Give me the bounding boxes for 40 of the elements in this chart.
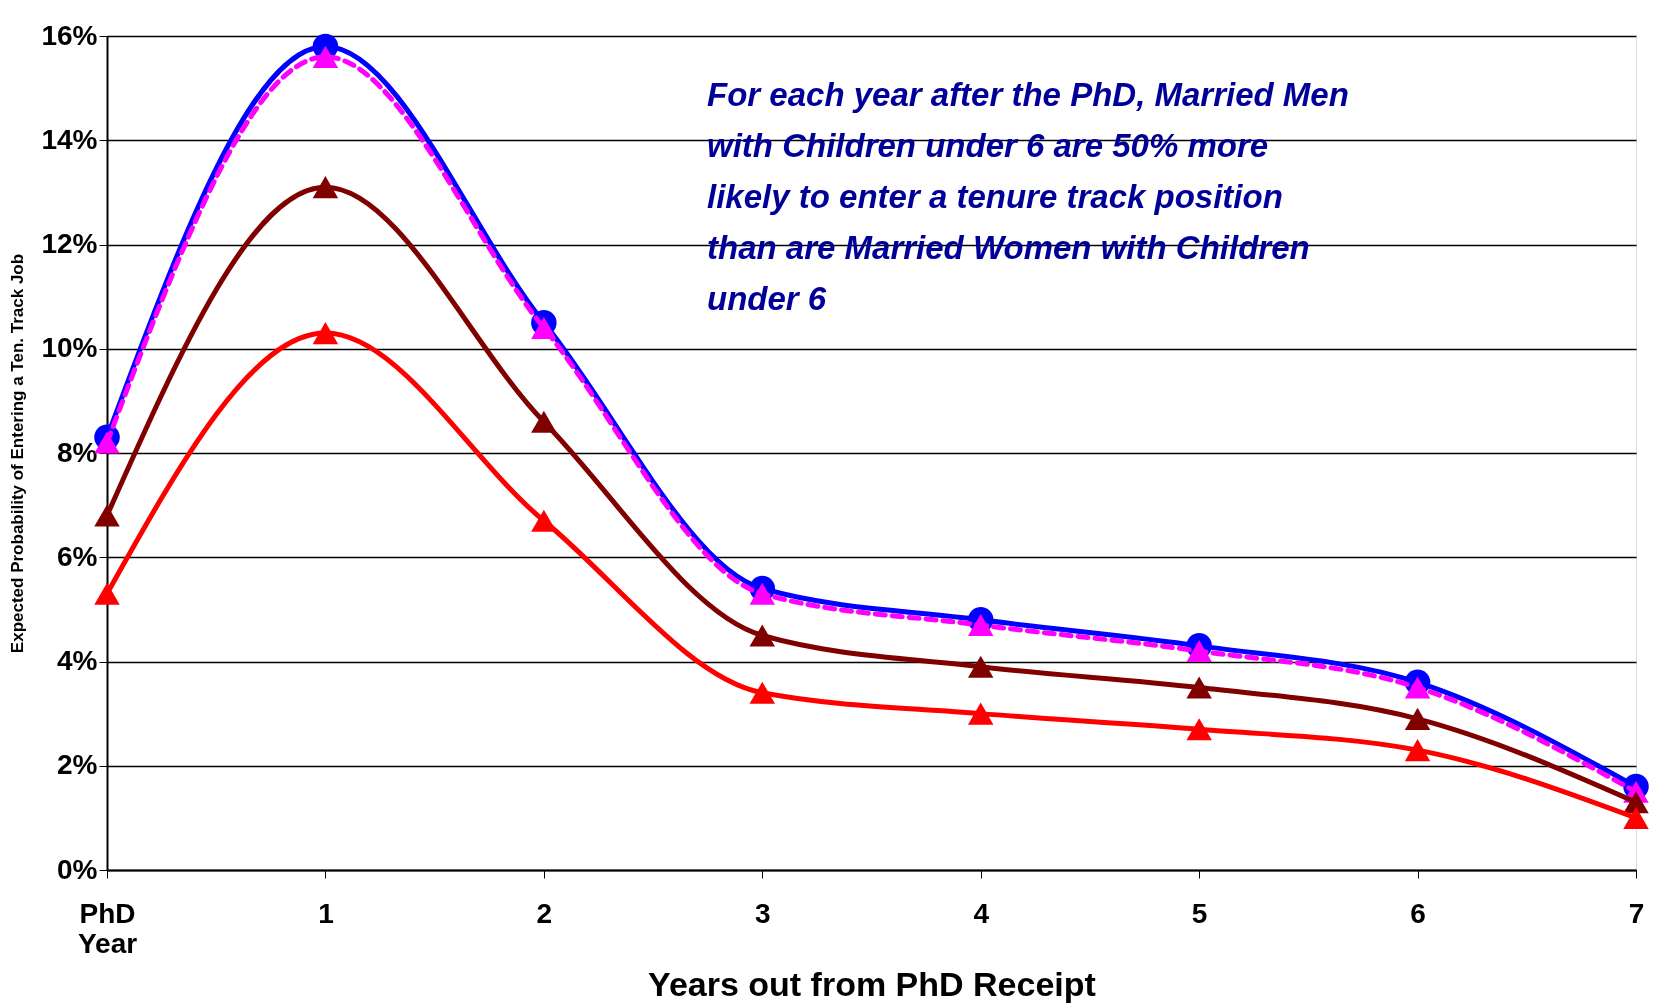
y-tick-label: 0% [57,853,98,885]
y-tick-label: 4% [57,645,98,676]
x-axis-title: Years out from PhD Receipt [648,964,1096,1003]
x-tick-label: PhD Year [77,897,138,959]
point [967,702,994,725]
point [531,509,557,532]
point [1186,718,1212,741]
x-tick-label: 7 [1628,897,1645,929]
y-tick-label: 10% [41,332,98,364]
point [531,410,557,433]
point [1186,640,1212,663]
point [1623,806,1649,829]
y-tick-label: 6% [57,540,98,572]
point [1186,676,1212,699]
x-tick-label: 2 [536,897,553,929]
point [312,45,339,68]
y-tick-label: 8% [57,436,98,468]
point [749,681,776,704]
x-tick-label: 5 [1191,897,1208,929]
point [312,176,339,199]
point [94,504,120,527]
x-tick-label: 1 [318,897,334,929]
point [749,582,776,605]
point [1404,676,1431,699]
point [967,655,994,678]
x-tick-label: 3 [755,897,771,929]
y-axis-title: Expected Probability of Entering a Ten. Track Job [8,253,28,654]
point [967,613,994,637]
point [531,316,557,339]
point [1404,707,1431,730]
y-tick-label: 16% [41,19,98,51]
point [312,322,339,345]
point [749,624,776,647]
x-tick-label: 6 [1410,897,1426,929]
point [1404,739,1431,762]
y-tick-label: 2% [57,749,98,781]
point [94,582,120,605]
x-tick-label: 4 [973,897,990,929]
y-tick-label: 14% [41,123,98,155]
y-tick-label: 12% [41,228,98,259]
